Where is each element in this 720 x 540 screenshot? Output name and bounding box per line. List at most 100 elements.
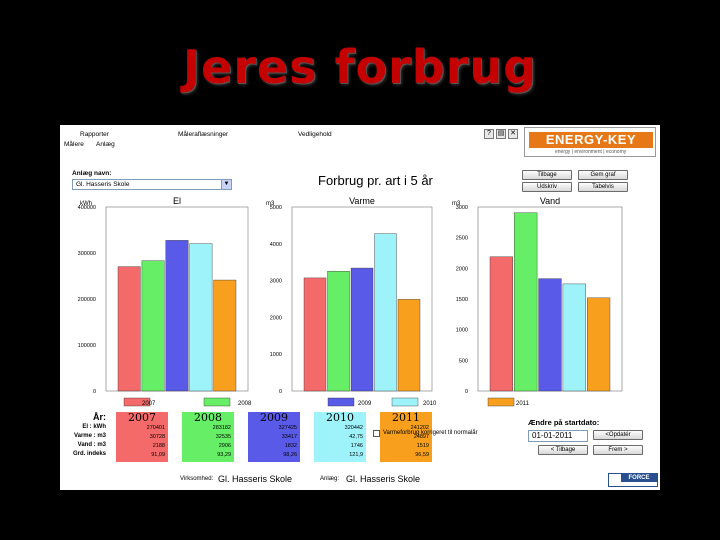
menu-maaleraflaesninger[interactable]: Måleraflæsninger	[178, 131, 229, 138]
table-cell: 32535	[215, 434, 231, 440]
varme-korrigeret-label: Varmeforbrug korrigeret til normalår	[383, 430, 478, 436]
row-label-grd: Grd. indeks	[72, 451, 106, 457]
bar-2009	[538, 278, 562, 392]
y-tick-label: 400000	[78, 205, 96, 211]
menu-vedligehold[interactable]: Vedligehold	[298, 131, 332, 138]
logo-tagline: energy | environment | economy	[555, 149, 627, 155]
chart-subtitle: El	[173, 196, 181, 206]
y-tick-label: 1000	[270, 352, 282, 358]
udskriv-button[interactable]: Udskriv	[522, 182, 572, 192]
table-cell: 270401	[146, 425, 165, 431]
chevron-down-icon[interactable]: ▼	[221, 180, 231, 189]
anlaeg-select[interactable]: Gl. Hasseris Skole ▼	[72, 179, 232, 190]
axis-unit-label: m3	[452, 201, 461, 207]
axis-unit-label: kWh	[80, 201, 92, 207]
table-cell: 30728	[149, 434, 165, 440]
table-cell: 241202	[410, 425, 429, 431]
aendre-startdato-label: Ændre på startdato:	[528, 418, 600, 427]
anlaeg-navn-label: Anlæg navn:	[72, 170, 112, 177]
logo-text: ENERGY-KEY	[529, 132, 653, 148]
menu-maalere[interactable]: Målere	[64, 141, 84, 148]
anlaeg-select-value: Gl. Hasseris Skole	[76, 181, 130, 188]
bar-2010	[189, 243, 213, 392]
bar-2011	[213, 279, 237, 392]
y-tick-label: 3000	[456, 205, 468, 211]
table-cell: 91,09	[151, 452, 165, 458]
year-header: 2010	[326, 411, 354, 424]
y-tick-label: 3000	[270, 279, 282, 285]
menu-rapporter[interactable]: Rapporter	[80, 131, 109, 138]
table-cell: 327425	[278, 425, 297, 431]
y-tick-label: 2000	[456, 266, 468, 272]
year-header: 2011	[392, 411, 420, 424]
bar-2009	[350, 267, 374, 392]
table-cell: 24897	[413, 434, 429, 440]
legend-label-2007: 2007	[142, 401, 156, 407]
year-column-2011: 2011 241202 24897 1519 96,59	[380, 412, 432, 462]
row-label-vand: Vand : m3	[77, 442, 106, 448]
y-tick-label: 2000	[270, 315, 282, 321]
legend-label-2010: 2010	[423, 401, 437, 407]
table-cell: 93,29	[217, 452, 231, 458]
legend-label-2008: 2008	[238, 401, 252, 407]
y-tick-label: 0	[93, 389, 96, 395]
y-tick-label: 1500	[456, 297, 468, 303]
startdato-input[interactable]: 01-01-2011	[528, 430, 588, 442]
year-column-2008: 2008 283182 32535 2906 93,29	[182, 412, 234, 462]
y-tick-label: 500	[459, 358, 468, 364]
prev-button[interactable]: < Tilbage	[538, 445, 588, 455]
bar-2007	[489, 256, 513, 392]
bar-2008	[514, 212, 538, 392]
virksomhed-label: Virksomhed:	[180, 476, 214, 482]
energy-key-logo: ENERGY-KEY energy | environment | econom…	[524, 127, 656, 157]
next-button[interactable]: Frem >	[593, 445, 643, 455]
tabelvis-button[interactable]: Tabelvis	[578, 182, 628, 192]
gem-graf-button[interactable]: Gem graf	[578, 170, 628, 180]
table-cell: 42,75	[349, 434, 363, 440]
chart-subtitle: Vand	[540, 196, 560, 206]
row-label-el: El : kWh	[82, 424, 106, 430]
menu-anlaeg[interactable]: Anlæg	[96, 141, 115, 148]
y-tick-label: 5000	[270, 205, 282, 211]
chart-subtitle: Varme	[349, 196, 375, 206]
year-column-2007: 2007 270401 30728 2188 91,09	[116, 412, 168, 462]
bar-2007	[303, 277, 327, 392]
footer-anlaeg-value: Gl. Hasseris Skole	[346, 474, 421, 484]
bar-2011	[397, 299, 421, 392]
y-tick-label: 0	[465, 389, 468, 395]
table-cell: 2906	[218, 443, 231, 449]
book-icon[interactable]: ▤	[496, 129, 506, 139]
help-icon[interactable]: ?	[484, 129, 494, 139]
bar-2008	[327, 271, 350, 392]
bar-2010	[374, 233, 397, 392]
force-logo: FORCE	[608, 473, 658, 487]
bar-2009	[165, 240, 189, 392]
year-column-2009: 2009 327425 33417 1832 98,26	[248, 412, 300, 462]
table-cell: 283182	[212, 425, 231, 431]
force-logo-text: FORCE	[621, 474, 657, 482]
tilbage-button[interactable]: Tilbage	[522, 170, 572, 180]
legend-swatch-2008	[203, 397, 231, 407]
table-cell: 33417	[281, 434, 297, 440]
year-column-2010: 2010 320442 42,75 1746 121,9	[314, 412, 366, 462]
table-cell: 98,26	[283, 452, 297, 458]
legend-swatch-2007	[123, 397, 151, 407]
chart-title: Forbrug pr. art i 5 år	[318, 173, 433, 188]
y-tick-label: 2500	[456, 236, 468, 242]
varme-korrigeret-checkbox[interactable]	[373, 430, 380, 437]
close-icon[interactable]: ✕	[508, 129, 518, 139]
opdater-button[interactable]: <Opdatér	[593, 430, 643, 440]
table-cell: 121,9	[349, 452, 363, 458]
table-cell: 2188	[152, 443, 165, 449]
y-tick-label: 0	[279, 389, 282, 395]
legend-swatch-2011	[487, 397, 515, 407]
legend-swatch-2010	[391, 397, 419, 407]
table-cell: 320442	[344, 425, 363, 431]
bar-2007	[117, 266, 141, 392]
consumption-table: År: El : kWh Varme : m3 Vand : m3 Grd. i…	[60, 412, 660, 464]
year-header: 2008	[194, 411, 222, 424]
y-tick-label: 1000	[456, 328, 468, 334]
legend-swatch-2009	[327, 397, 355, 407]
table-cell: 1519	[416, 443, 429, 449]
